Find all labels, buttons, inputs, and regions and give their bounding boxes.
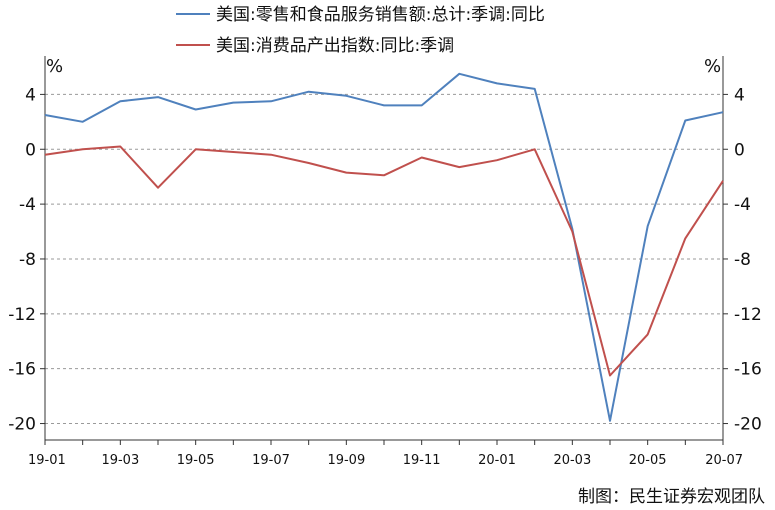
right-y-tick-label: -8 (734, 250, 751, 270)
tick-labels: 4 4 0 0 -4 -4 -8 -8 -12 -12 -16 -16 -20 -20 19-01 19-03… (8, 85, 762, 468)
series-line-1 (44, 72, 724, 422)
right-y-tick-label: 4 (734, 85, 745, 105)
x-tick-label: 20-05 (629, 453, 667, 468)
right-axis-unit: % (704, 56, 721, 77)
right-y-tick-label: 0 (734, 140, 745, 160)
x-tick-label: 19-07 (252, 453, 290, 468)
source-note: 制图：民生证券宏观团队 (578, 487, 765, 507)
legend-label-2: 美国:消费品产出指数:同比:季调 (216, 36, 454, 56)
right-y-tick-label: -12 (734, 305, 762, 325)
x-tick-label: 19-05 (177, 453, 215, 468)
x-tick-label: 19-01 (28, 453, 66, 468)
left-axis-unit: % (46, 56, 63, 77)
x-tick-label: 20-01 (478, 453, 516, 468)
axes (40, 56, 728, 445)
right-y-tick-label: -4 (734, 195, 751, 215)
x-tick-label: 19-09 (327, 453, 365, 468)
left-y-tick-label: -12 (8, 305, 36, 325)
x-tick-label: 19-03 (101, 453, 139, 468)
right-y-tick-label: -16 (734, 360, 762, 380)
x-tick-label: 20-03 (553, 453, 591, 468)
left-y-tick-label: -20 (8, 415, 36, 435)
x-tick-label: 19-11 (403, 453, 441, 468)
x-tick-label: 20-07 (705, 453, 743, 468)
left-y-tick-label: -8 (19, 250, 36, 270)
right-y-tick-label: -20 (734, 415, 762, 435)
series-line-2 (44, 145, 724, 377)
left-y-tick-label: -16 (8, 360, 36, 380)
left-y-tick-label: 0 (25, 140, 36, 160)
gridlines (45, 93, 723, 425)
legend-label-1: 美国:零售和食品服务销售额:总计:季调:同比 (216, 5, 545, 25)
left-y-tick-label: 4 (25, 85, 36, 105)
series-lines (44, 72, 724, 422)
left-y-tick-label: -4 (19, 195, 36, 215)
